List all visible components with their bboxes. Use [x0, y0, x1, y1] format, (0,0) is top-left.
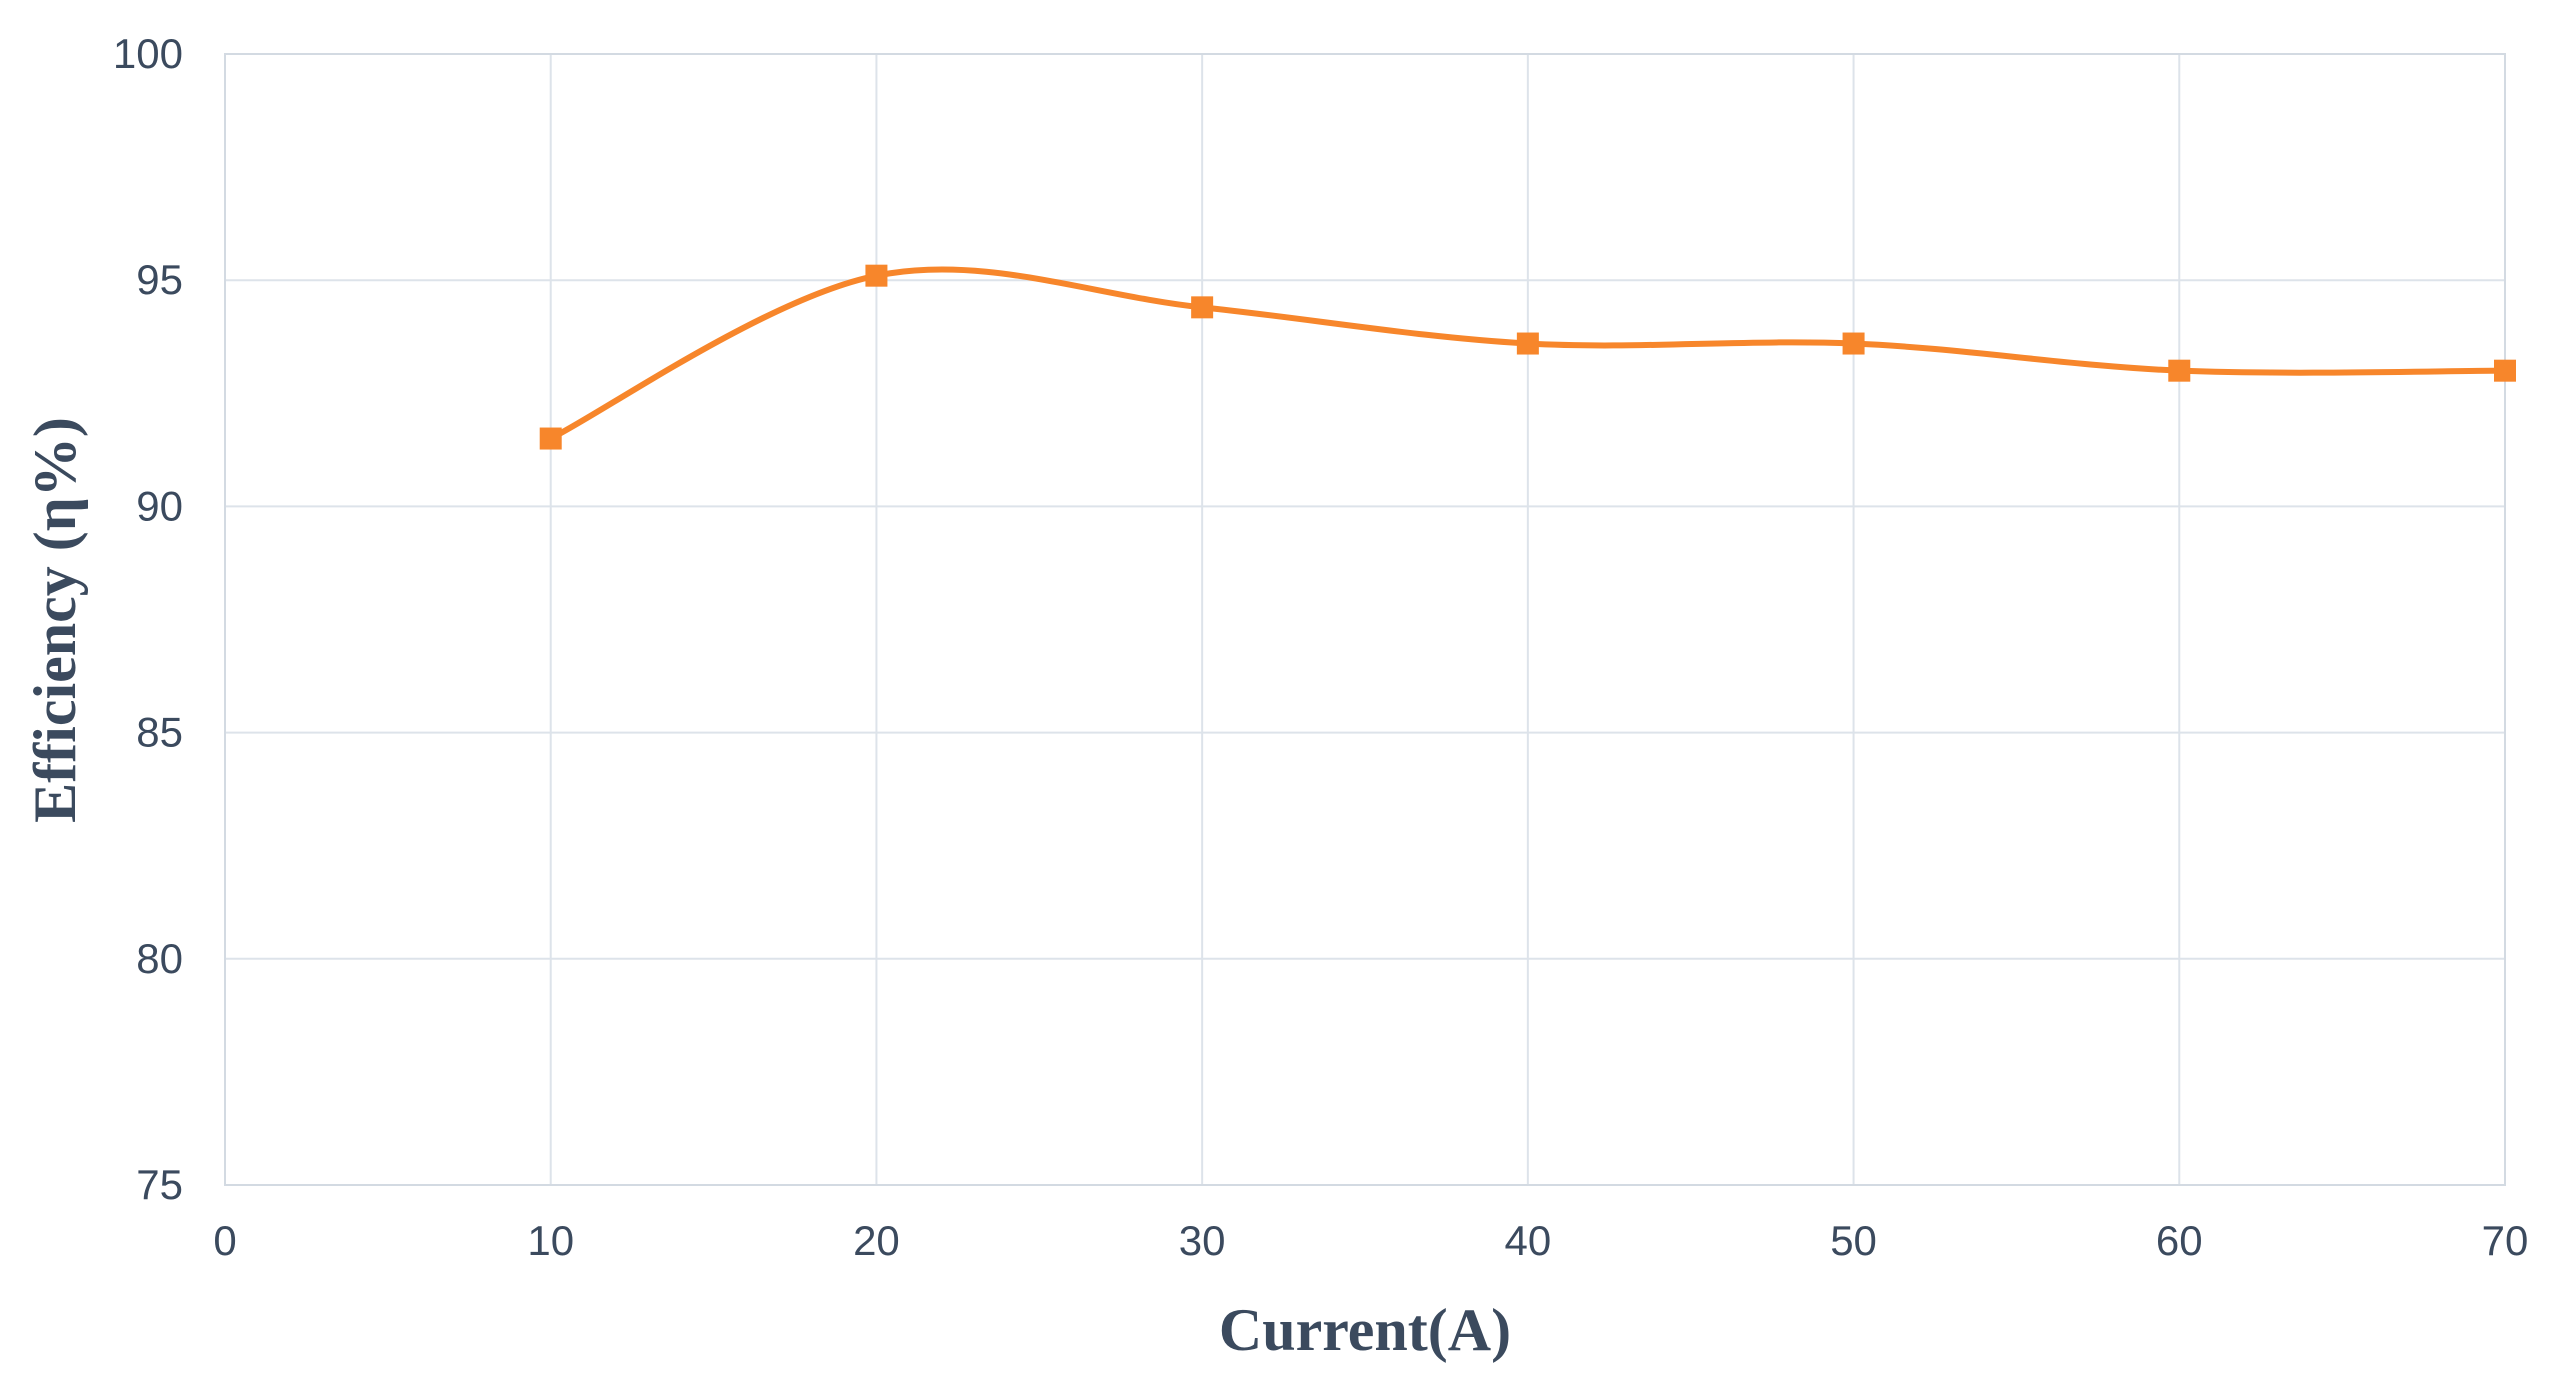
- plot-area: [224, 53, 2506, 1186]
- y-tick-label: 90: [136, 482, 183, 529]
- series-group: [539, 264, 2516, 450]
- x-tick-label: 0: [213, 1217, 236, 1264]
- data-point-marker: [865, 264, 888, 287]
- data-point-marker: [1842, 332, 1865, 355]
- y-tick-label: 100: [113, 30, 183, 77]
- y-tick-label: 95: [136, 256, 183, 303]
- x-axis-title: Current(A): [1219, 1297, 1511, 1363]
- x-tick-label: 20: [853, 1217, 900, 1264]
- x-tick-label: 40: [1504, 1217, 1551, 1264]
- x-tick-label: 50: [1830, 1217, 1877, 1264]
- data-point-marker: [539, 427, 562, 450]
- x-axis-ticks: 0 10 20 30 40 50 60 70: [213, 1217, 2528, 1264]
- x-tick-label: 10: [527, 1217, 574, 1264]
- y-tick-label: 85: [136, 709, 183, 756]
- x-tick-label: 60: [2156, 1217, 2203, 1264]
- data-point-marker: [2494, 359, 2516, 382]
- y-axis-title: Efficiency (η%): [22, 417, 88, 823]
- y-tick-label: 80: [136, 935, 183, 982]
- x-tick-label: 70: [2482, 1217, 2529, 1264]
- y-axis-ticks: 75 80 85 90 95 100: [113, 30, 183, 1208]
- data-point-marker: [1516, 332, 1539, 355]
- data-point-marker: [1191, 296, 1214, 319]
- data-point-marker: [2168, 359, 2191, 382]
- x-tick-label: 30: [1179, 1217, 1226, 1264]
- grid-lines: [224, 53, 2506, 1186]
- y-tick-label: 75: [136, 1161, 183, 1208]
